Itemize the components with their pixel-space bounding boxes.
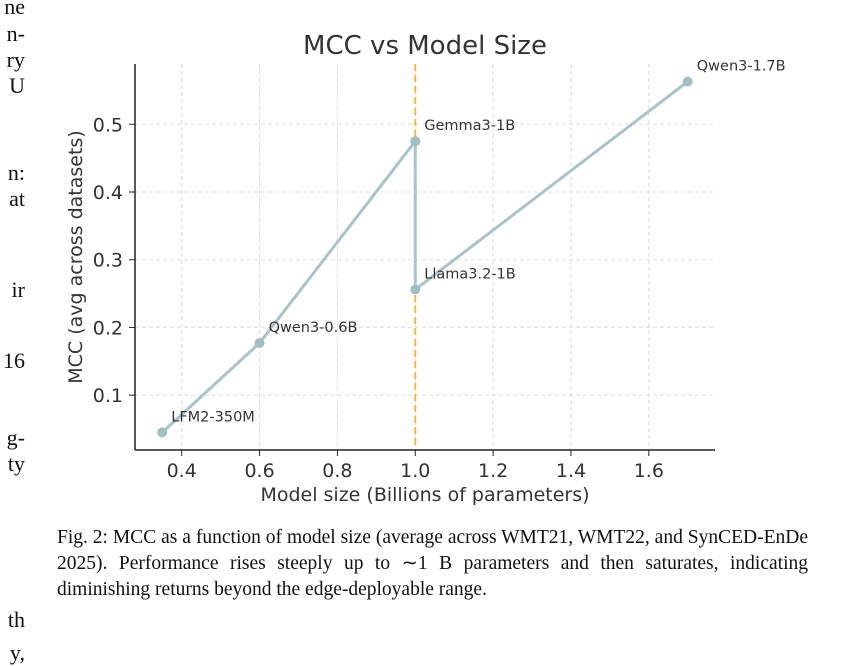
point-label: Gemma3-1B	[424, 118, 515, 134]
body-text-fragment: ir	[11, 277, 25, 302]
y-tick-label: 0.2	[93, 317, 123, 339]
series-line	[161, 80, 689, 434]
body-text-fragment: ne	[4, 0, 25, 19]
body-text-fragment: n-	[6, 21, 25, 46]
body-text-fragment: ty	[7, 451, 25, 476]
y-tick-label: 0.5	[93, 114, 123, 136]
figure-caption: Fig. 2: MCC as a function of model size …	[57, 527, 808, 600]
data-point	[410, 136, 421, 147]
body-text-fragment: 16	[3, 348, 25, 373]
chart-title: MCC vs Model Size	[303, 31, 547, 61]
point-label: Llama3.2-1B	[424, 267, 515, 283]
data-point	[410, 284, 421, 295]
x-tick-label: 1.4	[556, 460, 586, 482]
x-tick-label: 1.2	[478, 460, 508, 482]
y-tick-label: 0.3	[93, 250, 123, 272]
data-point	[157, 427, 168, 438]
point-label: LFM2-350M	[171, 409, 255, 425]
body-text-fragment: th	[7, 607, 25, 632]
x-tick-label: 0.4	[167, 460, 197, 482]
data-point	[682, 76, 693, 87]
body-text-fragment: at	[9, 186, 25, 211]
body-text-fragment: g-	[6, 425, 25, 450]
y-tick-label: 0.4	[93, 182, 123, 204]
x-tick-label: 1.6	[634, 460, 664, 482]
body-text-fragment: ry	[6, 47, 25, 72]
point-label: Qwen3-1.7B	[697, 59, 786, 75]
mcc-vs-model-size-chart: MCC vs Model Size LFM2-350M Qwen3-0.6B Gem…	[65, 31, 786, 506]
y-axis-label: MCC (avg across datasets)	[65, 130, 87, 383]
x-tick-label: 1.0	[400, 460, 430, 482]
point-label: Qwen3-0.6B	[269, 320, 358, 336]
x-tick-label: 0.8	[322, 460, 352, 482]
body-text-fragment: U	[9, 73, 25, 98]
body-text-fragment: y,	[9, 640, 25, 665]
body-text-fragment: n:	[7, 160, 25, 185]
x-axis-label: Model size (Billions of parameters)	[260, 484, 589, 506]
data-point	[254, 338, 265, 349]
x-tick-label: 0.6	[244, 460, 274, 482]
y-tick-label: 0.1	[93, 385, 123, 407]
